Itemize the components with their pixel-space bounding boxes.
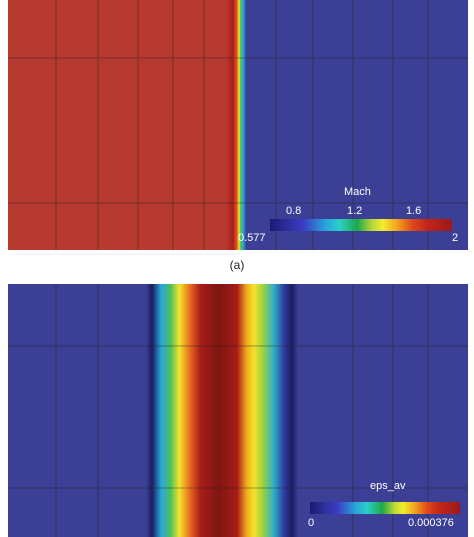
eps-av-colorbar-title: eps_av xyxy=(370,480,406,492)
mach-colorbar-strip xyxy=(270,219,452,231)
eps-av-colorbar: eps_av 0 0.000376 xyxy=(298,480,468,534)
mach-contour-plot xyxy=(8,0,468,250)
mach-colorbar-tick: 0.8 xyxy=(286,205,302,217)
subsonic-region xyxy=(246,0,468,250)
mach-colorbar-min: 0.577 xyxy=(238,232,266,244)
eps-av-colorbar-min: 0 xyxy=(308,517,315,529)
mach-colorbar-title: Mach xyxy=(344,186,371,198)
viscosity-band xyxy=(146,284,298,537)
eps-av-colorbar-strip xyxy=(310,502,460,514)
panel-a-mach-field: Mach 0.8 1.2 1.6 0.577 2 xyxy=(8,0,468,250)
panel-b-eps-av-field: eps_av 0 0.000376 xyxy=(8,284,468,537)
mach-colorbar-tick: 1.6 xyxy=(406,205,422,217)
mach-colorbar-tick: 1.2 xyxy=(347,205,363,217)
supersonic-region xyxy=(8,0,230,250)
eps-av-colorbar-max: 0.000376 xyxy=(408,517,454,529)
eps-av-contour-plot xyxy=(8,284,468,537)
mesh-grid-lines xyxy=(8,0,468,250)
mach-colorbar-max: 2 xyxy=(452,232,459,244)
panel-a-caption: (a) xyxy=(229,258,245,272)
shock-transition xyxy=(226,0,246,250)
mesh-grid-lines xyxy=(8,284,468,537)
mach-colorbar: Mach 0.8 1.2 1.6 0.577 2 xyxy=(230,186,460,246)
